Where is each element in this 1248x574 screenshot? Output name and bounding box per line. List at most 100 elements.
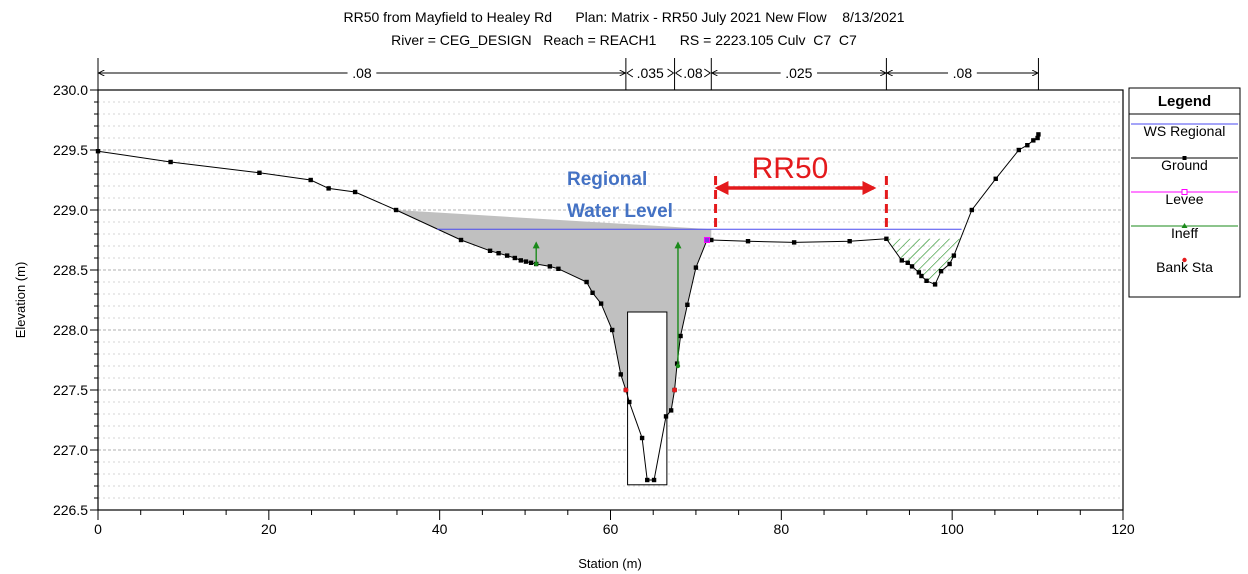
- x-axis-label: Station (m): [578, 556, 642, 571]
- ground-point: [352, 189, 358, 195]
- ground-point: [884, 236, 889, 241]
- legend-swatch-marker: [1182, 257, 1187, 263]
- ground-point: [668, 408, 674, 413]
- ground-point: [919, 273, 924, 279]
- ground-point: [938, 269, 944, 274]
- ground-point: [651, 477, 657, 483]
- ground-point: [512, 255, 518, 261]
- legend: Legend WS Regional Ground Levee Ineff Bank St…: [1128, 87, 1241, 298]
- legend-title: Legend: [1158, 93, 1211, 110]
- legend-label: WS Regional: [1144, 123, 1226, 139]
- ground-point: [487, 248, 493, 253]
- ground-point: [496, 251, 501, 256]
- ground-point: [847, 239, 852, 244]
- levee-point: [704, 237, 711, 243]
- legend-label: Ineff: [1171, 225, 1198, 241]
- bank-station-point: [623, 387, 629, 393]
- n-value-label: .08: [352, 65, 372, 81]
- channel-fill: [396, 210, 712, 480]
- ground-point: [709, 237, 714, 243]
- regional-water-label-1: Regional: [567, 169, 647, 190]
- y-tick-label: 227.0: [53, 442, 88, 458]
- ground-point: [547, 264, 553, 269]
- legend-swatch-marker: [1182, 156, 1187, 160]
- ground-point: [504, 253, 510, 258]
- y-tick-label: 228.5: [53, 262, 88, 278]
- ground-point: [899, 258, 904, 263]
- ground-point: [1035, 135, 1040, 141]
- ground-point: [610, 327, 615, 333]
- legend-label: Bank Sta: [1156, 259, 1213, 275]
- data-marks: [95, 132, 1041, 483]
- ground-point: [584, 279, 589, 285]
- ground-point: [528, 260, 534, 265]
- x-tick-label: 120: [1111, 521, 1135, 537]
- ground-point: [393, 207, 399, 213]
- ground-point: [590, 290, 595, 295]
- ground-point: [905, 260, 910, 265]
- ground-fill-area: [396, 210, 962, 486]
- ineff-base: [675, 363, 681, 369]
- chart-subtitle: River = CEG_DESIGN Reach = REACH1 RS = 2…: [391, 32, 857, 48]
- ground-point: [523, 259, 529, 264]
- y-tick-label: 229.5: [53, 142, 88, 158]
- ineffective-hatch: [886, 238, 962, 285]
- n-segment: .08: [675, 65, 711, 81]
- n-segment: .08: [99, 65, 625, 81]
- grid: [98, 89, 1123, 511]
- y-tick-label: 226.5: [53, 502, 88, 518]
- ground-point: [645, 477, 650, 483]
- x-tick-label: 40: [432, 521, 448, 537]
- n-value-label: .025: [785, 65, 812, 81]
- chart-title: RR50 from Mayfield to Healey Rd Plan: Ma…: [343, 9, 904, 25]
- ground-point: [678, 333, 683, 339]
- n-value-label: .035: [637, 65, 664, 81]
- ineff-base: [533, 261, 539, 267]
- ground-point: [924, 278, 929, 283]
- ground-point: [693, 265, 699, 270]
- ground-point: [674, 361, 680, 366]
- manning-n-bar: .08 .035 .08 .025 .08: [97, 58, 1039, 90]
- regional-water-label-2: Water Level: [567, 201, 673, 222]
- ground-point: [639, 435, 645, 441]
- ground-point: [326, 186, 331, 191]
- n-value-label: .08: [683, 65, 703, 81]
- y-tick-label: 228.0: [53, 322, 88, 338]
- ground-point: [932, 282, 938, 287]
- y-tick-label: 227.5: [53, 382, 88, 398]
- ground-point: [598, 301, 604, 306]
- n-segment: .08: [887, 65, 1037, 81]
- y-tick-label: 229.0: [53, 202, 88, 218]
- ground-point: [1025, 143, 1030, 148]
- ground-point: [308, 177, 313, 183]
- x-tick-label: 20: [261, 521, 277, 537]
- ground-point: [745, 239, 751, 244]
- n-arrow: [626, 68, 634, 78]
- ground-point: [627, 399, 632, 405]
- ground-line: [97, 134, 1039, 481]
- axes: 0 20 40 60 80 100 120 226.5 227.0 227.5 228.0 228.5…: [53, 82, 1135, 537]
- y-axis-label: Elevation (m): [13, 262, 28, 339]
- ground-point: [909, 264, 915, 269]
- ground-point: [1031, 138, 1036, 143]
- legend-swatch-marker: [1181, 223, 1188, 228]
- n-arrow: [667, 68, 674, 78]
- ground-point: [916, 270, 922, 275]
- ground-point: [993, 176, 998, 181]
- n-segment: .025: [712, 65, 885, 81]
- ground-point: [685, 302, 690, 307]
- legend-label: Ground: [1161, 157, 1208, 173]
- n-value-label: .08: [953, 65, 973, 81]
- ground-point: [518, 258, 524, 263]
- x-tick-label: 60: [603, 521, 619, 537]
- ground-point: [947, 261, 952, 267]
- ground-point: [257, 170, 262, 175]
- ground-point: [168, 159, 173, 165]
- ground-point: [618, 372, 623, 377]
- bank-station-point: [672, 387, 678, 393]
- ground-point: [556, 266, 561, 271]
- ground-point: [663, 414, 669, 419]
- legend-swatch-marker: [1181, 189, 1188, 195]
- ground-point: [1016, 147, 1021, 153]
